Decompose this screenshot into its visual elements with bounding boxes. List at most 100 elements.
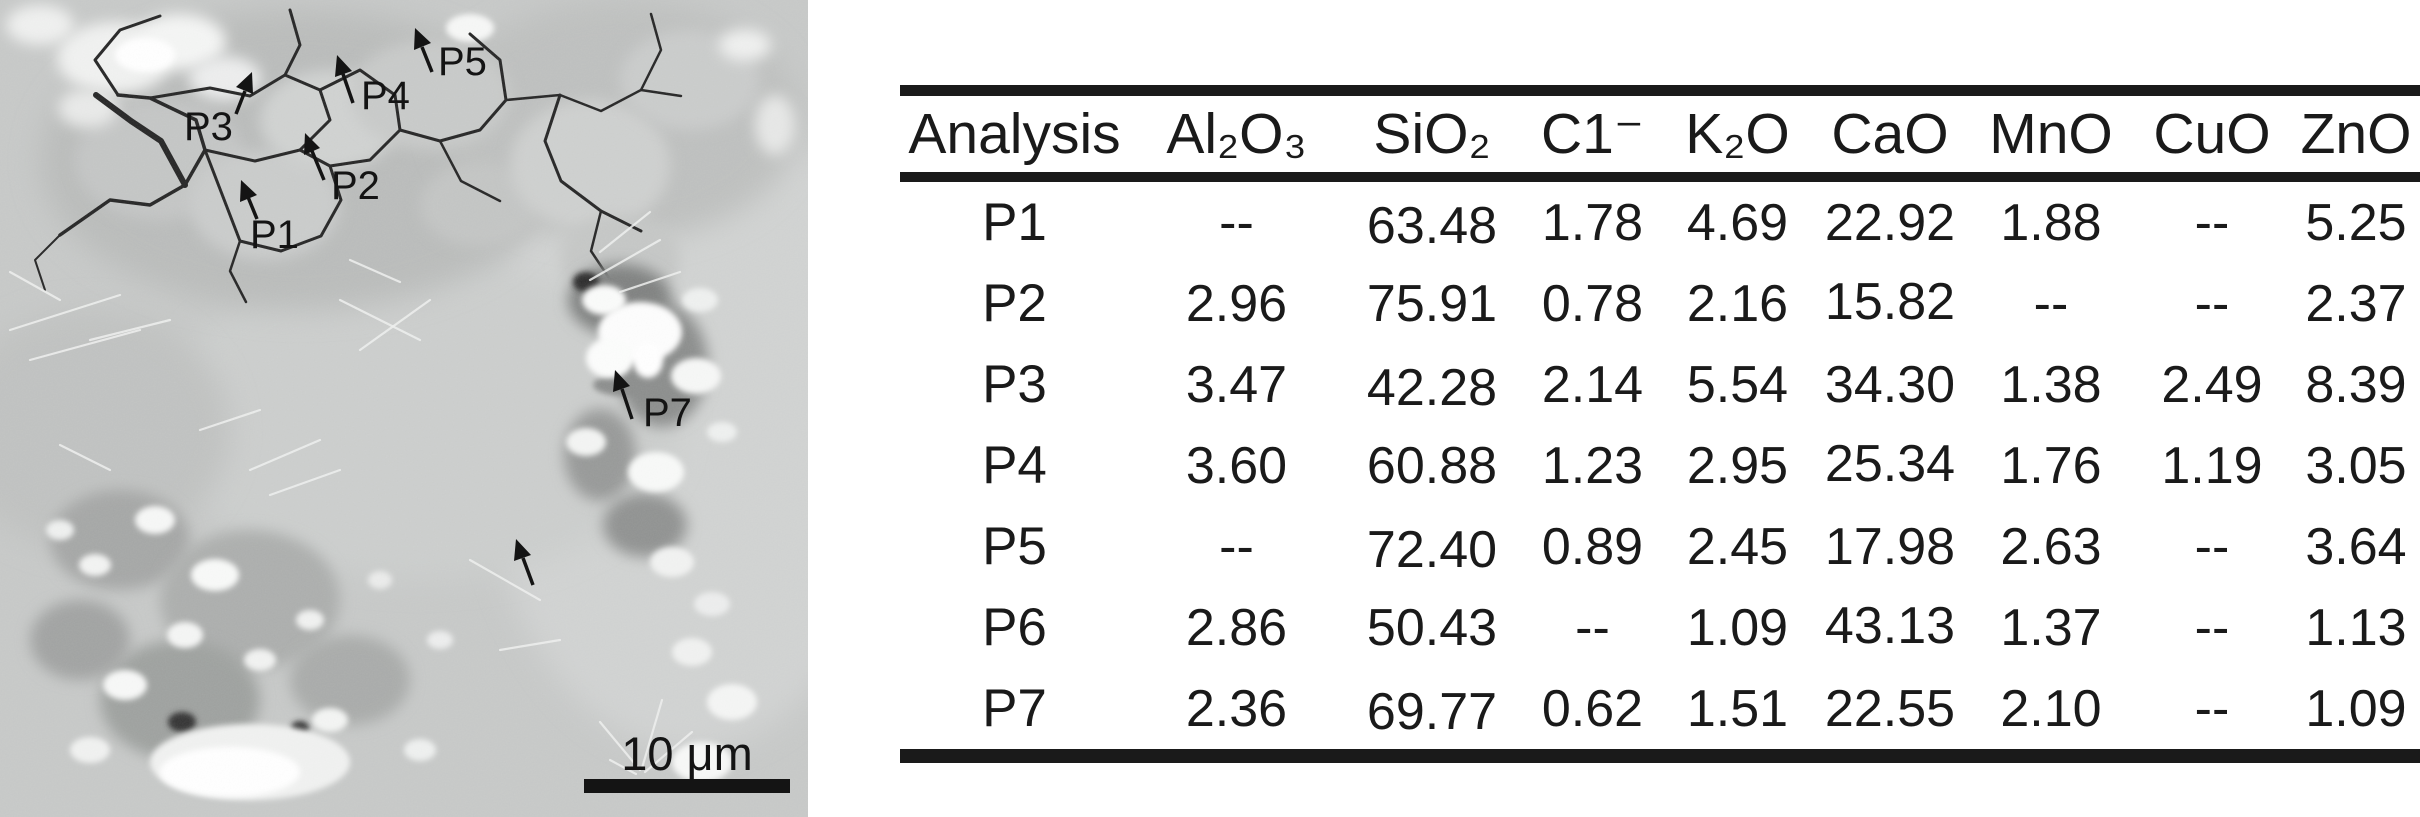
point-label: P5 xyxy=(438,40,487,84)
annotation-p4: P4 xyxy=(335,55,410,118)
analysis-cell: P7 xyxy=(982,679,1047,738)
composition-table-panel: Analysis Al₂O₃ SiO₂ C1⁻ K₂O CaO MnO CuO … xyxy=(900,85,2420,763)
scale-bar-line xyxy=(584,779,790,793)
header-row: Analysis Al₂O₃ SiO₂ C1⁻ K₂O CaO MnO CuO … xyxy=(900,90,2420,182)
value-cell: 25.34 xyxy=(1824,434,1956,493)
value-cell: 2.95 xyxy=(1686,436,1789,495)
value-cell: 0.89 xyxy=(1541,517,1644,576)
value-cell: 1.23 xyxy=(1541,436,1644,495)
value-cell: -- xyxy=(2033,274,2069,333)
value-cell: 60.88 xyxy=(1366,436,1498,495)
arrow-icon xyxy=(310,150,326,181)
annotation-p5: P5 xyxy=(414,28,487,84)
value-cell: 5.25 xyxy=(2305,193,2407,252)
analysis-cell: P3 xyxy=(982,355,1047,414)
column-header-sio2: SiO₂ xyxy=(1344,90,1520,182)
arrow-icon xyxy=(620,388,634,420)
value-cell: 15.82 xyxy=(1824,272,1956,331)
table-header: Analysis Al₂O₃ SiO₂ C1⁻ K₂O CaO MnO CuO … xyxy=(900,90,2420,182)
analysis-cell: P6 xyxy=(982,598,1047,657)
micrograph-texture xyxy=(0,0,808,817)
value-cell: 1.76 xyxy=(2000,436,2102,495)
value-cell: 3.60 xyxy=(1185,436,1288,495)
value-cell: 3.05 xyxy=(2305,436,2407,495)
value-cell: 2.63 xyxy=(2000,517,2102,576)
value-cell: 2.49 xyxy=(2161,355,2263,414)
value-cell: 63.48 xyxy=(1366,196,1498,255)
value-cell: 69.77 xyxy=(1366,682,1498,741)
analysis-cell: P4 xyxy=(982,436,1047,495)
value-cell: 1.88 xyxy=(2000,193,2102,252)
value-cell: 3.64 xyxy=(2305,517,2407,576)
table-body: P1 -- 63.48 1.78 4.69 22.92 1.88 -- 5.25 P2 2.96 75… xyxy=(900,177,2420,756)
analysis-cell: P5 xyxy=(982,517,1047,576)
point-label: P4 xyxy=(361,74,410,118)
annotation-unlabeled xyxy=(514,539,535,586)
table-row: P6 2.86 50.43 -- 1.09 43.13 1.37 -- 1.13 xyxy=(900,587,2420,668)
arrow-icon xyxy=(234,90,247,115)
sem-image: P1 P2 P3 P4 P5 xyxy=(0,0,808,817)
value-cell: -- xyxy=(2194,517,2230,576)
value-cell: 0.62 xyxy=(1541,679,1644,738)
column-header-zno: ZnO xyxy=(2292,90,2420,182)
table-row: P4 3.60 60.88 1.23 2.95 25.34 1.76 1.19 3.05 xyxy=(900,425,2420,506)
value-cell: 72.40 xyxy=(1366,520,1498,579)
column-header-c1: C1⁻ xyxy=(1520,90,1665,182)
value-cell: 2.45 xyxy=(1686,517,1789,576)
value-cell: 1.13 xyxy=(2305,598,2407,657)
point-label: P7 xyxy=(643,391,692,435)
arrow-icon xyxy=(521,557,535,586)
value-cell: 1.19 xyxy=(2161,436,2263,495)
point-label: P1 xyxy=(250,213,299,257)
value-cell: 34.30 xyxy=(1824,355,1956,414)
value-cell: 8.39 xyxy=(2305,355,2407,414)
composition-table: Analysis Al₂O₃ SiO₂ C1⁻ K₂O CaO MnO CuO … xyxy=(900,85,2420,763)
value-cell: 1.37 xyxy=(2000,598,2102,657)
arrow-icon xyxy=(341,73,355,104)
value-cell: 2.14 xyxy=(1541,355,1644,414)
value-cell: -- xyxy=(2194,598,2230,657)
value-cell: 2.36 xyxy=(1185,679,1288,738)
value-cell: 50.43 xyxy=(1366,598,1498,657)
value-cell: 2.86 xyxy=(1185,598,1288,657)
analysis-cell: P2 xyxy=(982,274,1047,333)
value-cell: 2.37 xyxy=(2305,274,2407,333)
value-cell: 1.09 xyxy=(1686,598,1789,657)
arrow-icon xyxy=(420,46,434,73)
annotation-p3: P3 xyxy=(184,72,253,149)
column-header-analysis: Analysis xyxy=(900,90,1129,182)
column-header-cuo: CuO xyxy=(2132,90,2292,182)
value-cell: -- xyxy=(2194,274,2230,333)
value-cell: 1.09 xyxy=(2305,679,2407,738)
value-cell: 17.98 xyxy=(1824,517,1956,576)
value-cell: 75.91 xyxy=(1366,274,1498,333)
table-row: P1 -- 63.48 1.78 4.69 22.92 1.88 -- 5.25 xyxy=(900,177,2420,263)
value-cell: 5.54 xyxy=(1686,355,1789,414)
arrow-icon xyxy=(246,196,259,220)
value-cell: -- xyxy=(1219,193,1254,252)
value-cell: 2.16 xyxy=(1686,274,1789,333)
value-cell: 22.55 xyxy=(1824,679,1956,738)
value-cell: 2.96 xyxy=(1185,274,1288,333)
value-cell: 22.92 xyxy=(1824,193,1956,252)
annotation-p7: P7 xyxy=(613,370,692,435)
table-row: P7 2.36 69.77 0.62 1.51 22.55 2.10 -- 1.09 xyxy=(900,668,2420,756)
value-cell: 3.47 xyxy=(1185,355,1288,414)
scale-bar: 10 μm xyxy=(584,727,790,793)
value-cell: 0.78 xyxy=(1541,274,1644,333)
point-label: P2 xyxy=(331,164,380,208)
value-cell: 1.78 xyxy=(1541,193,1644,252)
scale-bar-label: 10 μm xyxy=(621,727,753,780)
analysis-cell: P1 xyxy=(982,193,1047,252)
value-cell: -- xyxy=(2194,679,2230,738)
annotation-p1: P1 xyxy=(240,180,299,257)
value-cell: 2.10 xyxy=(2000,679,2102,738)
point-label: P3 xyxy=(184,105,233,149)
value-cell: 42.28 xyxy=(1366,358,1498,417)
annotation-p2: P2 xyxy=(304,133,380,208)
value-cell: 1.38 xyxy=(2000,355,2102,414)
column-header-k2o: K₂O xyxy=(1665,90,1810,182)
value-cell: -- xyxy=(1219,517,1254,576)
sem-micrograph: P1 P2 P3 P4 P5 xyxy=(0,0,808,817)
